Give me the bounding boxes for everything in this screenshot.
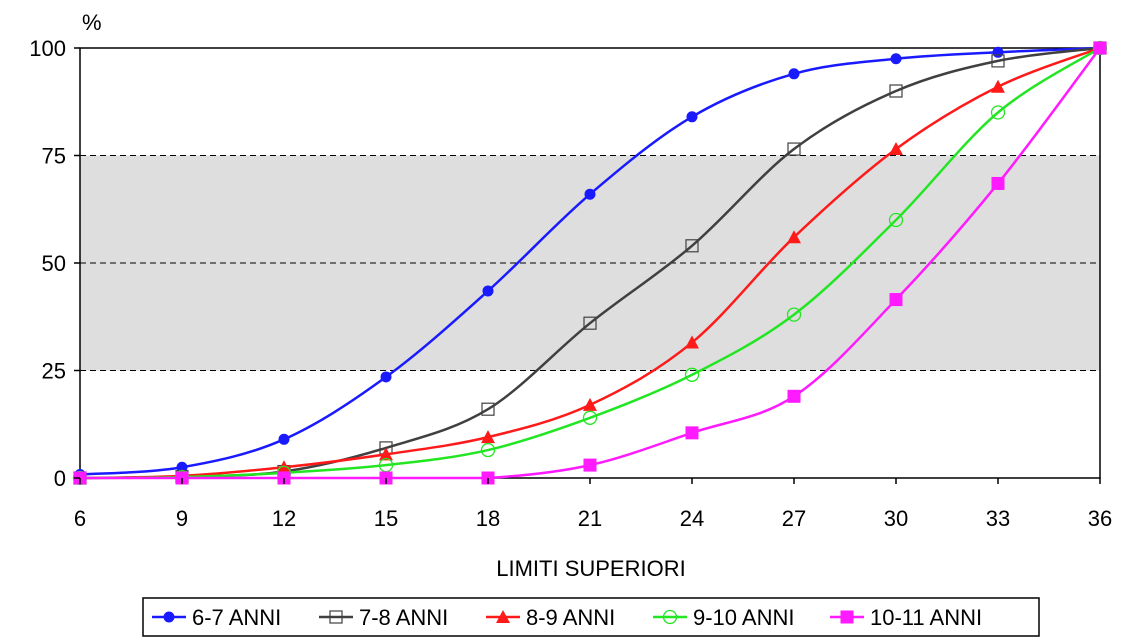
data-point	[583, 316, 597, 330]
data-point	[787, 142, 801, 156]
data-point	[991, 54, 1005, 68]
legend-label: 7-8 ANNI	[359, 605, 448, 630]
legend-swatch-marker	[662, 609, 678, 625]
y-tick-label: 100	[29, 36, 66, 61]
legend-label: 10-11 ANNI	[870, 605, 982, 630]
data-point	[583, 458, 597, 472]
data-point	[380, 371, 392, 383]
data-point	[481, 430, 495, 444]
data-point	[787, 230, 801, 244]
data-point	[482, 285, 494, 297]
data-point	[582, 410, 598, 425]
data-point	[685, 426, 699, 440]
legend-swatch-marker	[840, 610, 854, 624]
legend-item: 7-8 ANNI	[319, 605, 448, 630]
data-point	[992, 46, 1004, 58]
data-point	[990, 105, 1006, 120]
x-tick-label: 18	[476, 506, 500, 531]
data-point	[583, 397, 597, 411]
data-point	[1093, 41, 1107, 55]
data-point	[686, 111, 698, 123]
legend-item: 9-10 ANNI	[653, 605, 795, 630]
data-point	[584, 188, 596, 200]
x-tick-label: 36	[1088, 506, 1112, 531]
data-point	[787, 389, 801, 403]
x-tick-label: 15	[374, 506, 398, 531]
data-point	[888, 212, 904, 228]
y-tick-label: 75	[42, 144, 66, 169]
legend-item: 8-9 ANNI	[486, 605, 615, 630]
x-tick-label: 9	[176, 506, 188, 531]
legend-box	[142, 597, 1040, 637]
legend-swatch-marker	[163, 611, 175, 623]
legend-item: 6-7 ANNI	[152, 605, 281, 630]
x-tick-label: 33	[986, 506, 1010, 531]
y-tick-label: 25	[42, 359, 66, 384]
y-axis-label: %	[82, 10, 102, 35]
legend-swatch-marker	[329, 610, 343, 624]
data-point	[685, 239, 699, 253]
series-line	[79, 46, 1101, 480]
legend-label: 8-9 ANNI	[526, 605, 615, 630]
y-tick-label: 50	[42, 251, 66, 276]
legend-label: 6-7 ANNI	[192, 605, 281, 630]
series-layer	[72, 40, 1108, 486]
x-axis-ticks: 6 9 12 15 18 21 24 27 30 33 36	[74, 478, 1112, 531]
data-point	[991, 79, 1005, 93]
legend-swatch-marker	[496, 610, 510, 623]
series-line	[80, 47, 1101, 480]
data-point	[684, 367, 700, 382]
legend: 6-7 ANNI 7-8 ANNI 8-9 ANNI 9-10 ANNI 10-11 A…	[142, 597, 1040, 637]
legend-label: 9-10 ANNI	[693, 605, 795, 630]
data-point	[890, 53, 902, 65]
data-point	[786, 307, 802, 322]
legend-item: 10-11 ANNI	[830, 605, 982, 630]
data-point	[889, 84, 903, 98]
series-10-11-anni	[73, 41, 1107, 485]
data-point	[889, 293, 903, 307]
y-tick-label: 0	[54, 466, 66, 491]
x-axis-label: LIMITI SUPERIORI	[496, 556, 685, 581]
x-tick-label: 21	[578, 506, 602, 531]
series-line	[79, 46, 1101, 480]
data-point	[278, 433, 290, 445]
data-point	[480, 442, 496, 458]
x-tick-label: 6	[74, 506, 86, 531]
x-tick-label: 27	[782, 506, 806, 531]
x-tick-label: 30	[884, 506, 908, 531]
y-axis-ticks: 0 25 50 75 100	[29, 36, 80, 491]
data-point	[379, 447, 393, 461]
data-point	[991, 176, 1005, 190]
x-tick-label: 12	[272, 506, 296, 531]
data-point	[481, 402, 495, 416]
data-point	[788, 68, 800, 80]
x-tick-label: 24	[680, 506, 704, 531]
data-point	[685, 335, 699, 349]
data-point	[889, 142, 903, 156]
